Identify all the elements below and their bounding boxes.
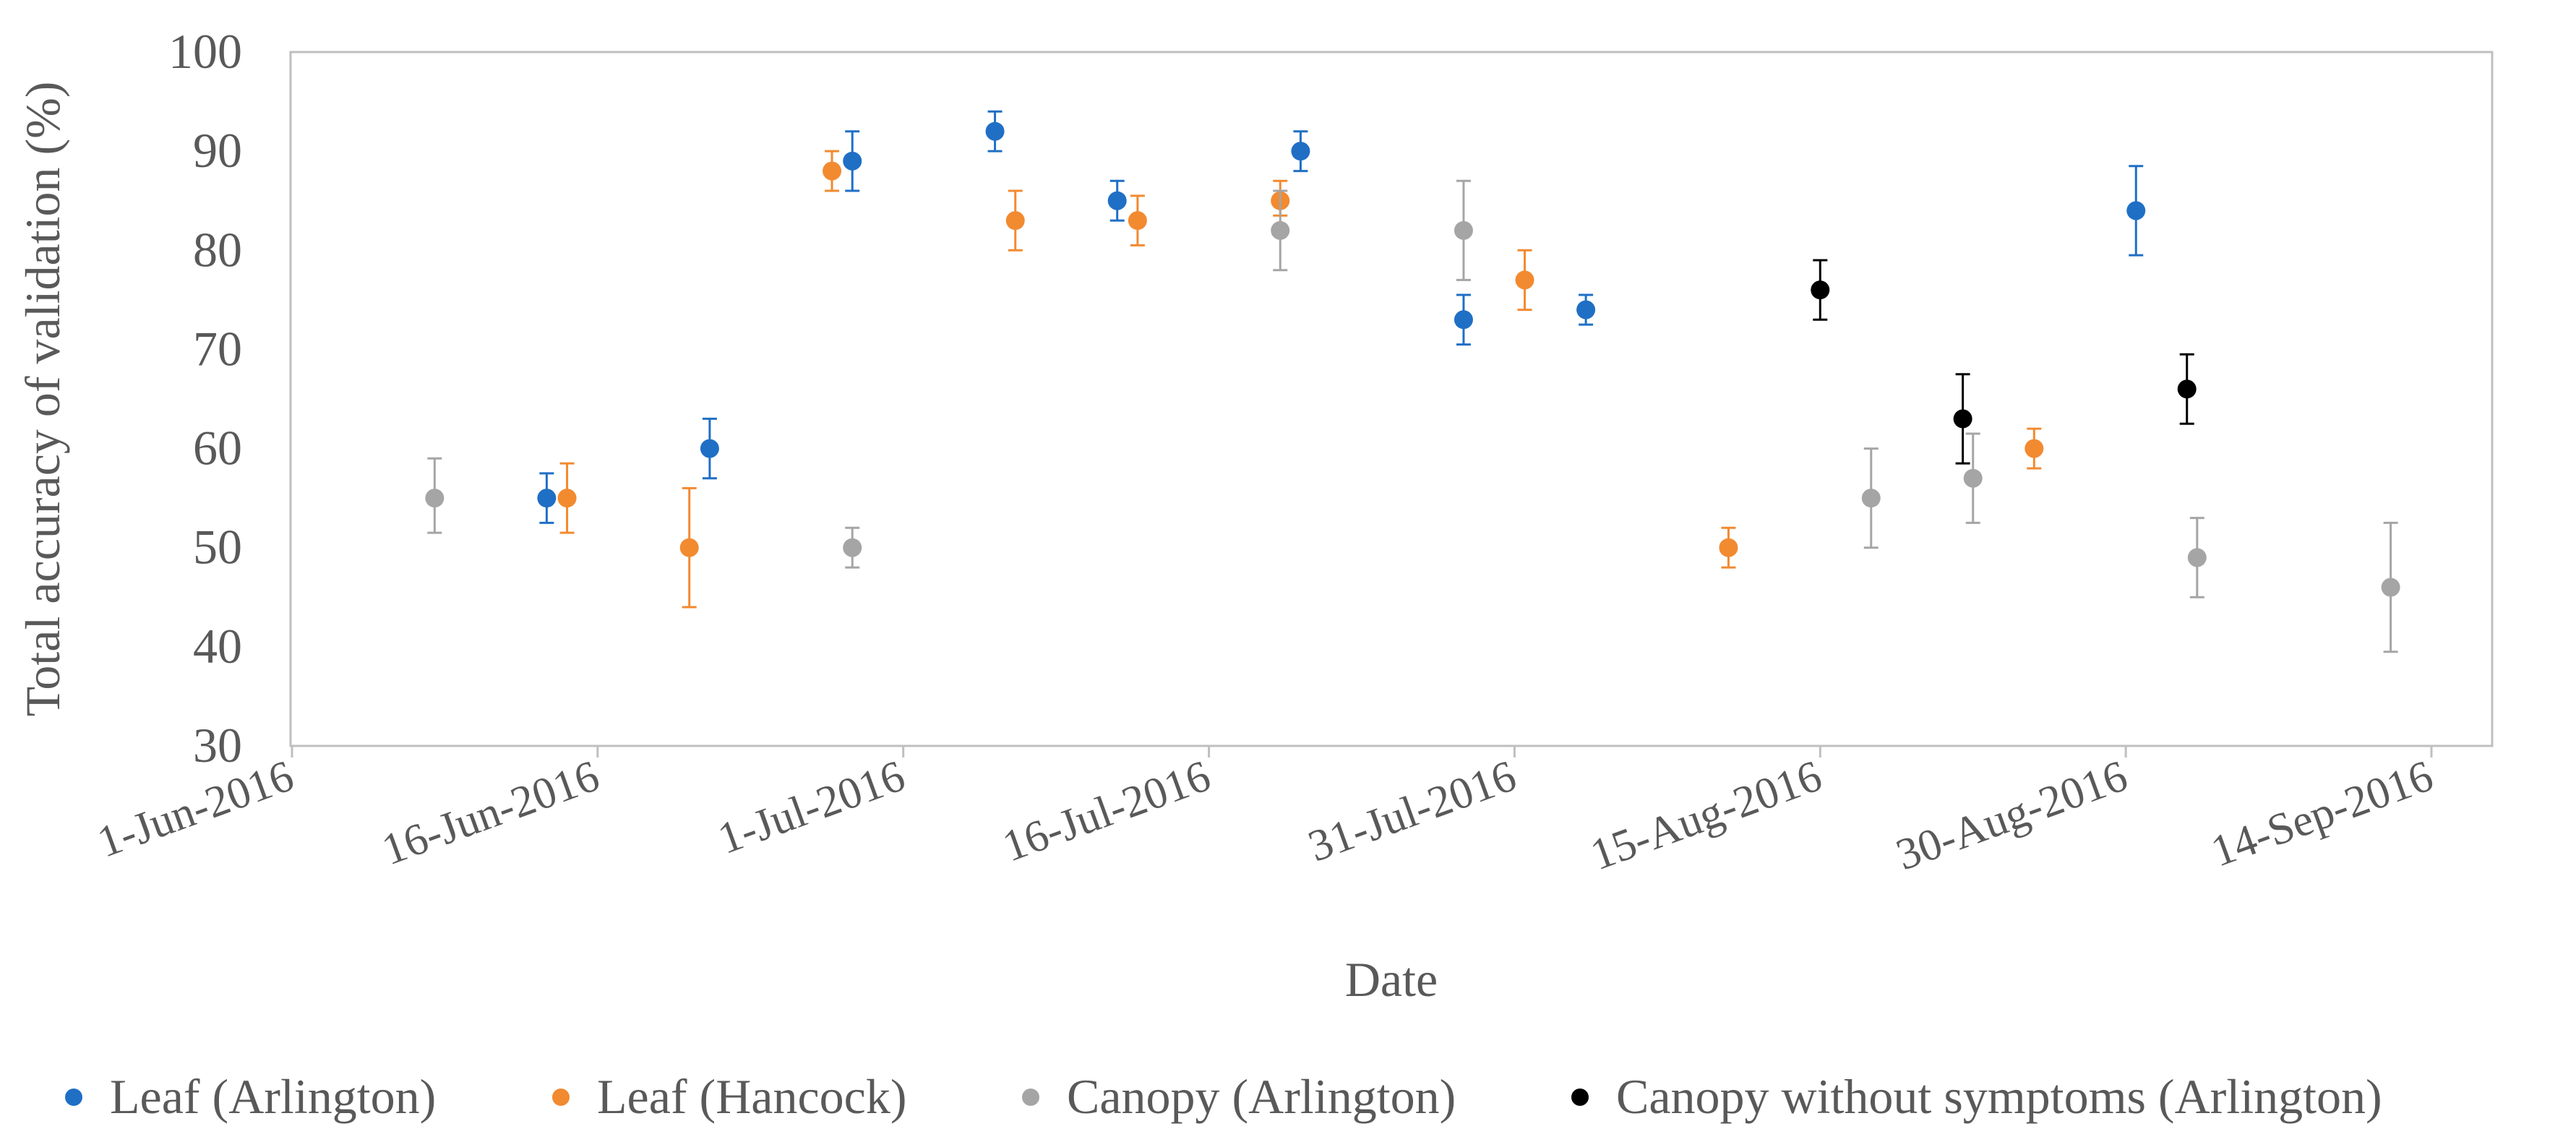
data-point — [1128, 211, 1147, 231]
data-point — [1576, 300, 1596, 319]
data-point — [425, 489, 445, 508]
y-tick-label: 70 — [193, 321, 242, 376]
x-tick-label: 16-Jun-2016 — [376, 751, 606, 875]
data-point — [843, 538, 862, 557]
data-point — [1005, 211, 1025, 231]
data-point — [1515, 270, 1534, 290]
series-group — [425, 179, 2400, 653]
x-axis-title: Date — [1345, 952, 1438, 1007]
y-tick-label: 100 — [168, 24, 242, 79]
data-point — [537, 489, 557, 508]
y-tick-label: 50 — [193, 520, 242, 575]
legend-label: Canopy without symptoms (Arlington) — [1616, 1069, 2382, 1124]
data-point — [700, 439, 719, 458]
data-point — [1963, 468, 1983, 488]
data-point — [823, 161, 842, 181]
y-tick-label: 30 — [193, 718, 242, 773]
data-point — [1107, 191, 1127, 210]
x-tick-label: 31-Jul-2016 — [1302, 751, 1522, 871]
data-point — [843, 151, 862, 171]
data-point — [557, 489, 577, 508]
series-group — [1811, 259, 2197, 465]
x-tick-label: 30-Aug-2016 — [1890, 751, 2134, 880]
data-point — [2381, 578, 2400, 597]
y-axis-ticks: 30 40 50 60 70 80 90 100 — [168, 24, 242, 773]
plot-area-frame — [289, 51, 2494, 747]
data-point — [2025, 439, 2044, 458]
data-point — [679, 538, 699, 557]
legend: Leaf (Arlington) Leaf (Hancock) Canopy (Ar… — [65, 1069, 2382, 1124]
data-point — [2126, 201, 2146, 220]
legend-label: Leaf (Hancock) — [597, 1069, 907, 1124]
series-group — [537, 110, 2146, 524]
data-point — [2187, 548, 2207, 567]
legend-marker — [1022, 1089, 1039, 1106]
y-tick-label: 40 — [193, 619, 242, 674]
data-point — [2177, 379, 2197, 399]
data-point — [1861, 489, 1881, 508]
legend-marker — [65, 1089, 82, 1106]
y-tick-label: 60 — [193, 421, 242, 476]
data-point — [1454, 310, 1473, 330]
legend-label: Canopy (Arlington) — [1067, 1069, 1456, 1124]
x-tick-label: 16-Jul-2016 — [997, 751, 1217, 871]
x-tick-label: 14-Sep-2016 — [2205, 751, 2439, 876]
legend-marker — [552, 1089, 570, 1106]
data-point — [1811, 280, 1830, 300]
data-point — [1719, 538, 1738, 557]
x-tick-label: 1-Jul-2016 — [712, 751, 911, 864]
legend-marker — [1571, 1089, 1589, 1106]
data-point — [1271, 220, 1290, 240]
y-tick-label: 90 — [193, 123, 242, 178]
x-tick-label: 15-Aug-2016 — [1584, 751, 1828, 880]
data-point — [1454, 220, 1473, 240]
y-tick-label: 80 — [193, 222, 242, 277]
data-point — [1291, 142, 1310, 161]
data-point — [1953, 409, 1972, 429]
legend-label: Leaf (Arlington) — [110, 1069, 436, 1124]
data-marks — [425, 110, 2400, 653]
x-axis: 1-Jun-2016 16-Jun-2016 1-Jul-2016 16-Jul-20… — [91, 746, 2439, 880]
series-group — [557, 150, 2044, 609]
data-point — [985, 121, 1005, 141]
y-axis-title: Total accuracy of validation (%) — [15, 82, 70, 717]
